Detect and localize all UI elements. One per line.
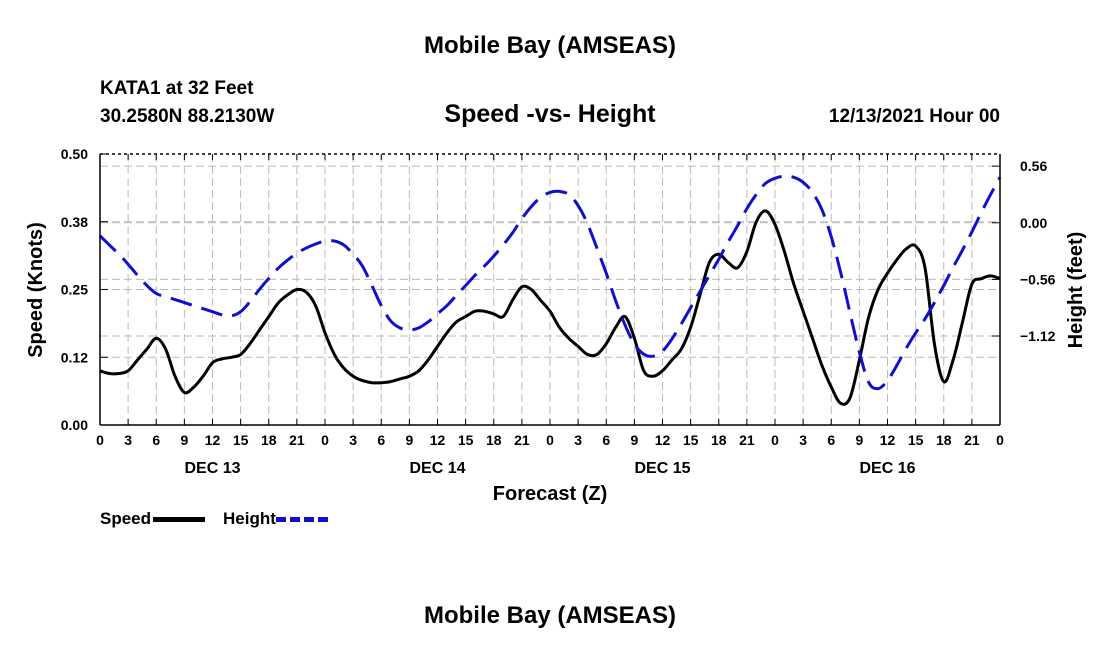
x-tick-label: 6 bbox=[827, 432, 835, 448]
x-tick-label: 0 bbox=[546, 432, 554, 448]
x-tick-label: 6 bbox=[377, 432, 385, 448]
x-tick-label: 18 bbox=[486, 432, 502, 448]
x-tick-label: 18 bbox=[711, 432, 727, 448]
x-tick-label: 21 bbox=[514, 432, 530, 448]
x-tick-label: 21 bbox=[739, 432, 755, 448]
x-tick-label: 12 bbox=[880, 432, 896, 448]
y-left-tick-label: 0.50 bbox=[61, 146, 88, 162]
grid bbox=[100, 154, 1000, 425]
x-tick-label: 0 bbox=[996, 432, 1004, 448]
x-tick-label: 3 bbox=[124, 432, 132, 448]
x-tick-label: 21 bbox=[964, 432, 980, 448]
axes: 0 3 6 9 12 15 18 21 0 3 6 9 12 15 18 21 0 3 6 9 12 15 18 21 0 3 6 9… bbox=[61, 146, 1056, 477]
x-tick-label: 6 bbox=[602, 432, 610, 448]
bottom-title: Mobile Bay (AMSEAS) bbox=[423, 602, 677, 629]
x-tick-label: 9 bbox=[180, 432, 188, 448]
station-coords: 30.2580N 88.2130W bbox=[100, 106, 275, 127]
series-layer bbox=[98, 174, 1002, 406]
plot-subtitle: Speed -vs- Height bbox=[444, 100, 656, 128]
y-left-tick-label: 0.25 bbox=[61, 282, 88, 298]
legend-speed-label: Speed bbox=[100, 509, 152, 528]
y-left-tick-label: 0.38 bbox=[61, 214, 88, 230]
x-tick-label: 15 bbox=[683, 432, 699, 448]
x-tick-label: 3 bbox=[574, 432, 582, 448]
y-axis-left-label: Speed (Knots) bbox=[25, 222, 47, 358]
legend-height-label: Height bbox=[223, 509, 276, 528]
x-tick-label: 6 bbox=[152, 432, 160, 448]
station-label: KATA1 at 32 Feet bbox=[100, 78, 254, 99]
x-tick-label: 12 bbox=[205, 432, 221, 448]
x-tick-label: 0 bbox=[96, 432, 104, 448]
x-tick-label: 15 bbox=[458, 432, 474, 448]
x-tick-label: 21 bbox=[289, 432, 305, 448]
x-tick-label: 12 bbox=[655, 432, 671, 448]
y-right-tick-label: −1.12 bbox=[1020, 328, 1056, 344]
x-axis-label: Forecast (Z) bbox=[493, 483, 607, 505]
date-label: DEC 15 bbox=[634, 460, 690, 477]
date-label: DEC 16 bbox=[859, 460, 915, 477]
x-tick-label: 9 bbox=[855, 432, 863, 448]
y-right-tick-label: −0.56 bbox=[1020, 271, 1056, 287]
y-left-tick-label: 0.00 bbox=[61, 417, 88, 433]
legend-height-swatch bbox=[275, 516, 328, 522]
series-line-speed bbox=[99, 209, 1001, 406]
x-tick-label: 3 bbox=[349, 432, 357, 448]
chart-title: Mobile Bay (AMSEAS) bbox=[423, 32, 677, 59]
y-right-tick-label: 0.56 bbox=[1020, 158, 1047, 174]
date-label: DEC 13 bbox=[184, 460, 240, 477]
x-tick-label: 0 bbox=[321, 432, 329, 448]
run-time: 12/13/2021 Hour 00 bbox=[828, 106, 1000, 127]
y-axis-right-label: Height (feet) bbox=[1065, 232, 1087, 349]
date-label: DEC 14 bbox=[409, 460, 465, 477]
legend: Speed Height bbox=[100, 509, 346, 529]
y-left-tick-label: 0.12 bbox=[61, 349, 88, 365]
x-tick-label: 3 bbox=[799, 432, 807, 448]
x-tick-label: 18 bbox=[936, 432, 952, 448]
series-line-height bbox=[98, 174, 1002, 391]
x-tick-label: 15 bbox=[908, 432, 924, 448]
x-tick-label: 0 bbox=[771, 432, 779, 448]
x-tick-label: 9 bbox=[630, 432, 638, 448]
x-tick-label: 9 bbox=[405, 432, 413, 448]
legend-speed-swatch bbox=[153, 516, 206, 522]
y-right-tick-label: 0.00 bbox=[1020, 215, 1047, 231]
x-tick-label: 12 bbox=[430, 432, 446, 448]
x-tick-label: 18 bbox=[261, 432, 277, 448]
x-tick-label: 15 bbox=[233, 432, 249, 448]
